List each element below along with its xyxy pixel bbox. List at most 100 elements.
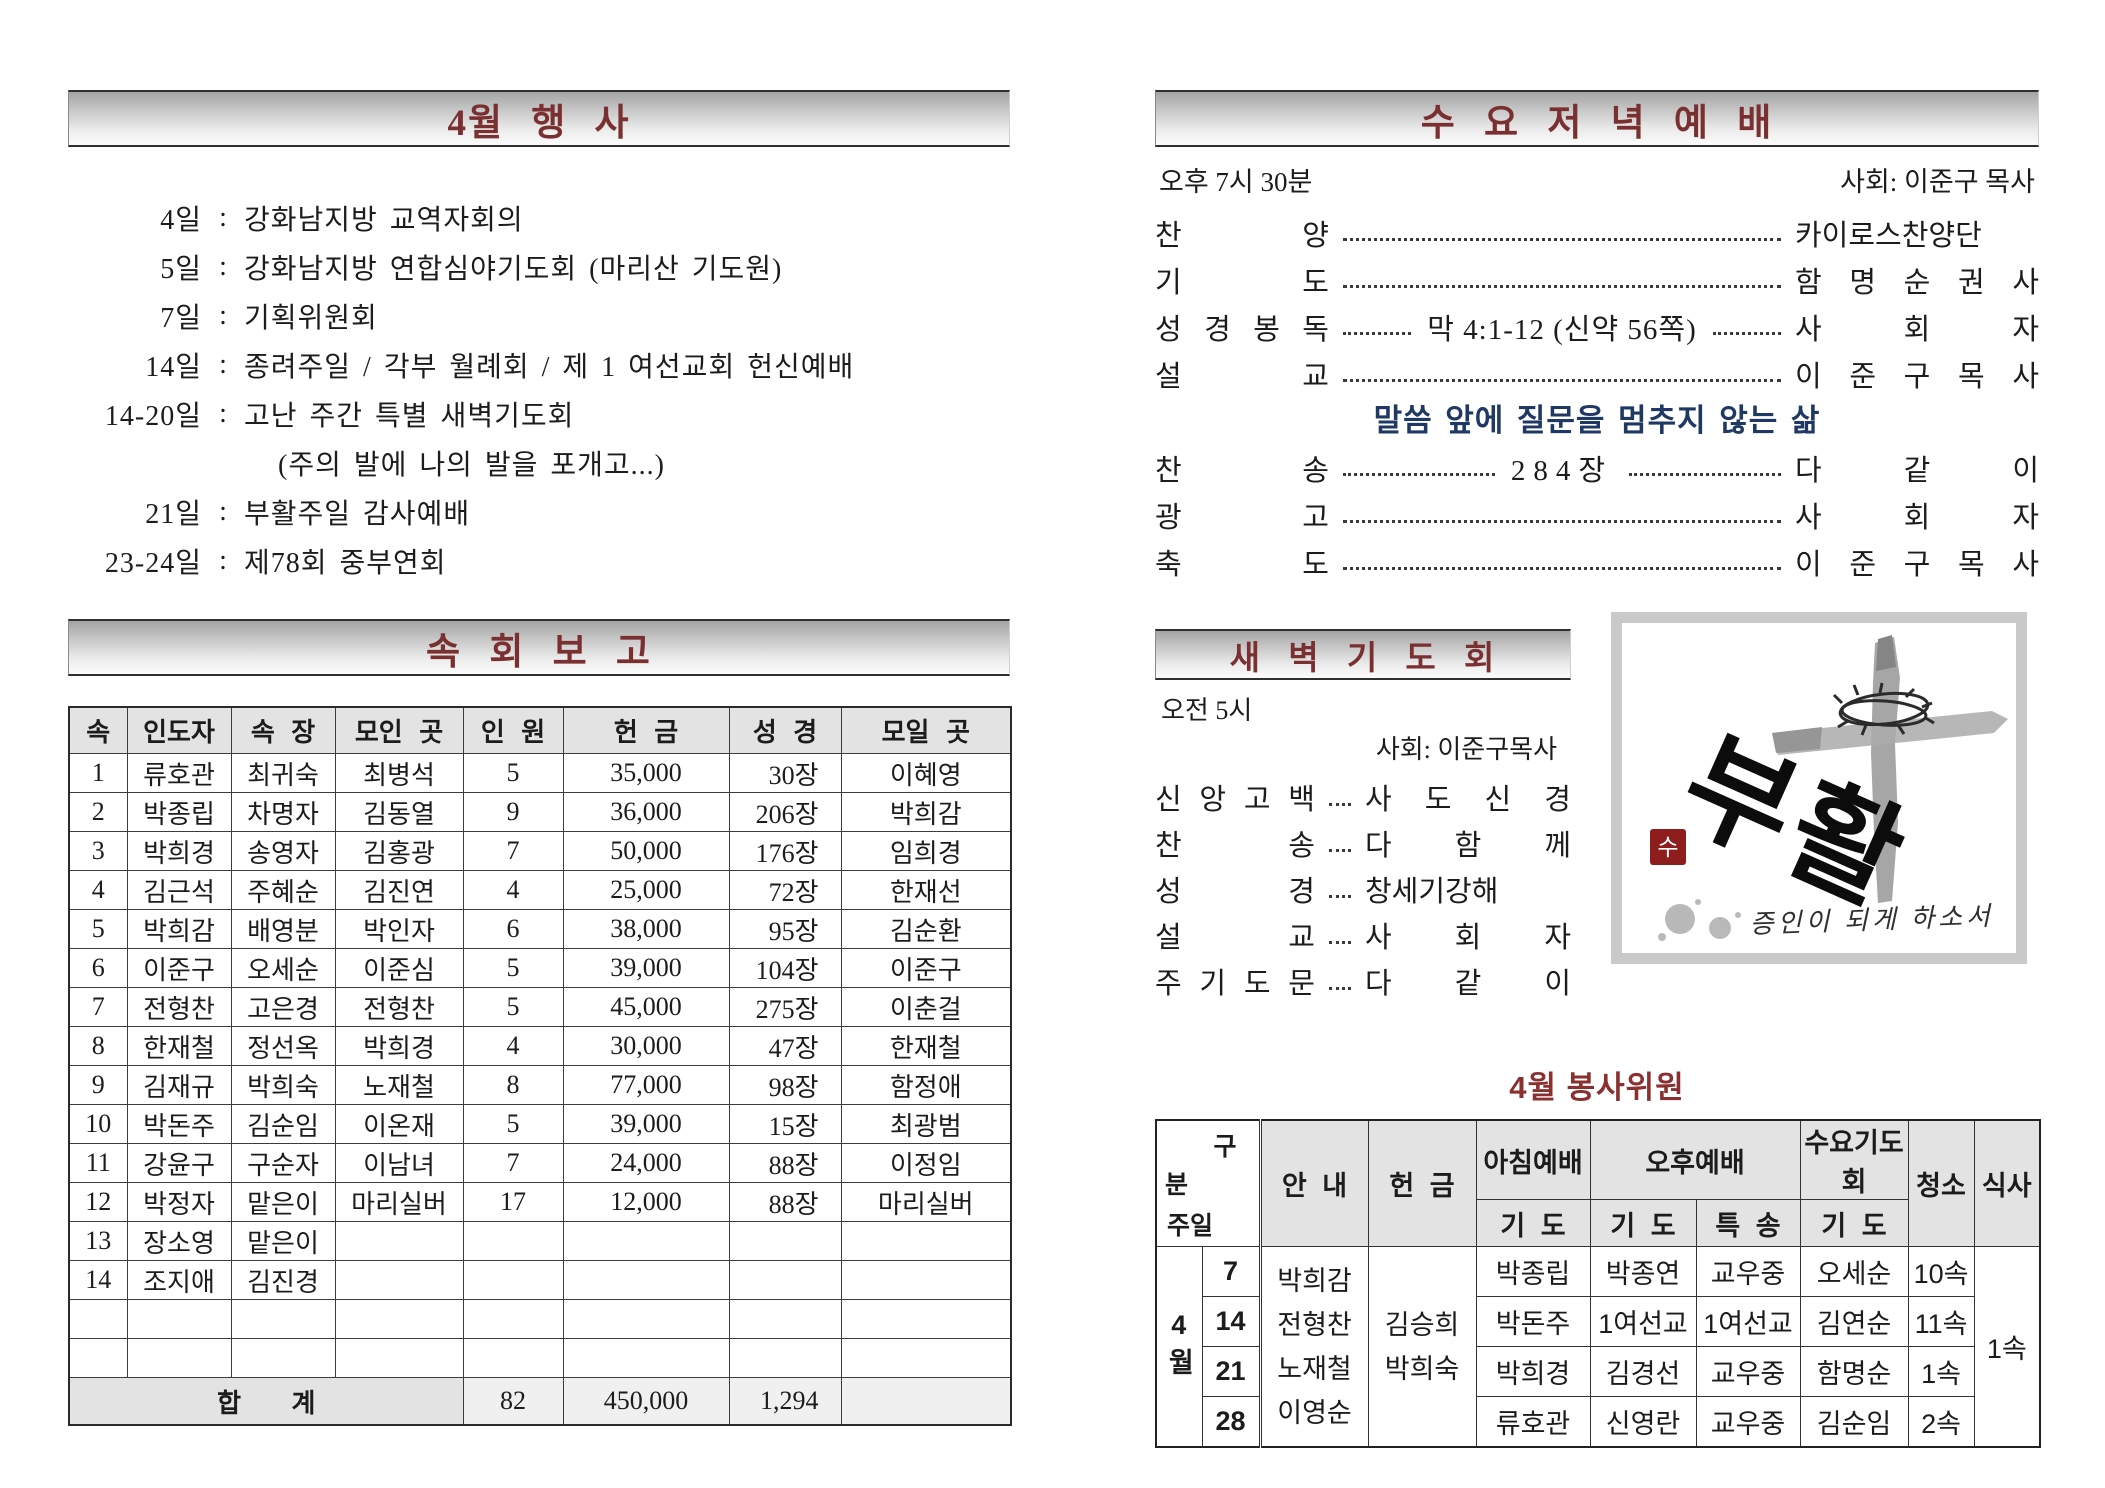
col-guide: 안 내 — [1258, 1119, 1369, 1247]
cell: 24,000 — [562, 1143, 730, 1183]
total-offering: 450,000 — [562, 1377, 730, 1426]
table-row: 1 류호관 최귀숙 최병석 5 35,000 30장 이혜영 — [68, 753, 1012, 793]
wednesday-order: 찬 양 카이로스찬양단 기 도 함 명 순 권 사 성 경 봉 독 막 4:1-… — [1155, 209, 2039, 585]
cell: 장소영 — [126, 1221, 232, 1261]
cell: 최귀숙 — [230, 753, 336, 793]
cell: 임희경 — [840, 831, 1012, 871]
resurrection-artwork: 부활 수 증인이 되게 하소서 — [1611, 612, 2027, 964]
dotted-leader — [1329, 940, 1351, 944]
event-desc: 제78회 중부연회 — [244, 547, 447, 579]
dawn-header: 새 벽 기 도 회 — [1155, 629, 1571, 680]
date-cell: 14 — [1201, 1296, 1261, 1347]
cell: 39,000 — [562, 1104, 730, 1144]
cell — [562, 1338, 730, 1378]
event-colon: : — [219, 250, 227, 282]
cell: 김경선 — [1589, 1346, 1697, 1397]
cell: 36,000 — [562, 792, 730, 832]
class-report-title: 속 회 보 고 — [426, 631, 652, 673]
table-row: 14 조지애 김진경 — [68, 1260, 1012, 1300]
events-header: 4월 행 사 — [68, 90, 1010, 147]
cell: 김순환 — [840, 909, 1012, 949]
cell: 45,000 — [562, 987, 730, 1027]
cell: 38,000 — [562, 909, 730, 949]
sermon-title: 말씀 앞에 질문을 멈추지 않는 삶 — [1373, 403, 1821, 438]
order-value: 다 함 께 — [1365, 830, 1571, 862]
committee-header-row-1: 구 분 주일 안 내 헌 금 아침예배 오후예배 수요기도회 청소 식사 — [1155, 1119, 2041, 1247]
cell: 최광범 — [840, 1104, 1012, 1144]
cell: 박종연 — [1589, 1246, 1697, 1297]
event-desc: 고난 주간 특별 새벽기도회 — [244, 400, 575, 432]
dawn-title: 새 벽 기 도 회 — [1229, 640, 1497, 677]
order-item: 축 도 이 준 구 목 사 — [1155, 538, 2039, 585]
table-row: 6 이준구 오세순 이준심 5 39,000 104장 이준구 — [68, 948, 1012, 988]
dotted-leader — [1343, 567, 1781, 570]
cell: 7 — [68, 987, 128, 1027]
dawn-moderator: 사회: 이준구목사 — [1375, 735, 1557, 764]
cell: 206장 — [728, 792, 842, 832]
scripture-reference: 막 4:1-12 (신약 56쪽) — [1427, 313, 1697, 346]
event-colon: : — [219, 544, 227, 576]
cell: 11 — [68, 1143, 128, 1183]
cell: 9 — [462, 792, 564, 832]
cell: 88장 — [728, 1143, 842, 1183]
cell: 교우중 — [1695, 1346, 1801, 1397]
event-desc: 종려주일 / 각부 월례회 / 제 1 여선교회 헌신예배 — [244, 351, 855, 383]
event-day: 21일 — [145, 498, 202, 530]
cell: 마리실버 — [840, 1182, 1012, 1222]
cell — [728, 1260, 842, 1300]
cell: 차명자 — [230, 792, 336, 832]
guide-names: 박희감 전형찬 노재철 이영순 — [1258, 1246, 1369, 1448]
cell — [462, 1299, 564, 1339]
order-value: 다 같 이 — [1795, 454, 2039, 487]
cell: 77,000 — [562, 1065, 730, 1105]
cell: 25,000 — [562, 870, 730, 910]
cell: 5 — [68, 909, 128, 949]
event-item-continuation: (주의 발에 나의 발을 포개고...) — [68, 438, 1010, 487]
table-header-row: 속 인도자 속 장 모인 곳 인 원 헌 금 성 경 모일 곳 — [68, 706, 1012, 754]
cell: 11속 — [1907, 1296, 1975, 1347]
corner-row-label: 주일 — [1167, 1212, 1214, 1240]
total-bible: 1,294 — [728, 1377, 842, 1426]
event-desc: 강화남지방 교역자회의 — [244, 204, 524, 236]
event-day: 4일 — [160, 204, 202, 236]
order-item: 찬 양 카이로스찬양단 — [1155, 209, 2039, 256]
order-value: 사 회 자 — [1365, 922, 1571, 954]
cell — [462, 1338, 564, 1378]
event-day: 14일 — [145, 351, 202, 383]
event-item: 14-20일 : 고난 주간 특별 새벽기도회 — [68, 389, 1010, 438]
order-label: 찬 양 — [1155, 219, 1329, 252]
cell: 95장 — [728, 909, 842, 949]
dotted-leader — [1343, 285, 1781, 288]
cell: 50,000 — [562, 831, 730, 871]
cell: 3 — [68, 831, 128, 871]
table-row: 13 장소영 맡은이 — [68, 1221, 1012, 1261]
order-value: 사 도 신 경 — [1365, 784, 1571, 816]
cell: 전형찬 — [126, 987, 232, 1027]
cell: 김진경 — [230, 1260, 336, 1300]
table-row: 12 박정자 맡은이 마리실버 17 12,000 88장 마리실버 — [68, 1182, 1012, 1222]
cell: 마리실버 — [334, 1182, 464, 1222]
cell: 5 — [462, 948, 564, 988]
corner-cell: 구 분 주일 — [1155, 1119, 1261, 1247]
cell: 박돈주 — [126, 1104, 232, 1144]
cell: 맡은이 — [230, 1182, 336, 1222]
order-label: 성 경 봉 독 — [1155, 313, 1329, 346]
cell: 정선옥 — [230, 1026, 336, 1066]
cell: 류호관 — [126, 753, 232, 793]
cell: 이춘걸 — [840, 987, 1012, 1027]
cell: 박종립 — [1475, 1246, 1591, 1297]
cell — [462, 1260, 564, 1300]
date-cell: 7 — [1201, 1246, 1261, 1297]
cell: 4 — [68, 870, 128, 910]
cell — [840, 1299, 1012, 1339]
table-row: 5 박희감 배영분 박인자 6 38,000 95장 김순환 — [68, 909, 1012, 949]
order-label: 찬 송 — [1155, 454, 1329, 487]
cell: 14 — [68, 1260, 128, 1300]
event-desc: 부활주일 감사예배 — [244, 498, 471, 530]
cell: 류호관 — [1475, 1396, 1591, 1448]
cell: 이정임 — [840, 1143, 1012, 1183]
table-row: 7 전형찬 고은경 전형찬 5 45,000 275장 이춘걸 — [68, 987, 1012, 1027]
class-report-header: 속 회 보 고 — [68, 619, 1010, 676]
table-row — [68, 1338, 1012, 1378]
cell: 교우중 — [1695, 1246, 1801, 1297]
